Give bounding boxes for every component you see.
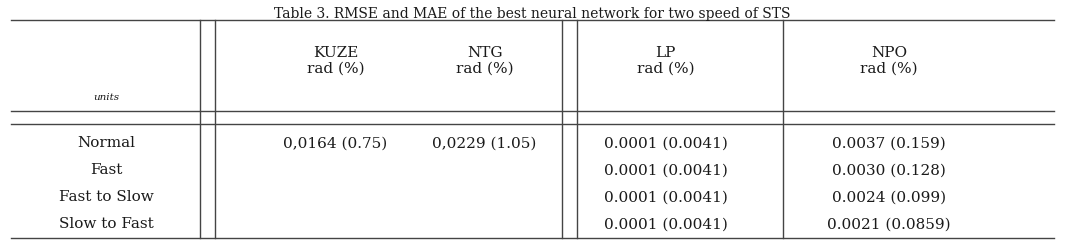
Text: 0.0001 (0.0041): 0.0001 (0.0041) <box>604 163 727 177</box>
Text: LP
rad (%): LP rad (%) <box>637 46 694 76</box>
Text: 0.0037 (0.159): 0.0037 (0.159) <box>833 136 946 150</box>
Text: 0.0001 (0.0041): 0.0001 (0.0041) <box>604 136 727 150</box>
Text: Fast to Slow: Fast to Slow <box>60 190 153 204</box>
Text: NPO
rad (%): NPO rad (%) <box>861 46 918 76</box>
Text: 0,0229 (1.05): 0,0229 (1.05) <box>432 136 537 150</box>
Text: Normal: Normal <box>78 136 135 150</box>
Text: units: units <box>94 93 119 102</box>
Text: 0.0021 (0.0859): 0.0021 (0.0859) <box>828 217 951 231</box>
Text: Table 3. RMSE and MAE of the best neural network for two speed of STS: Table 3. RMSE and MAE of the best neural… <box>275 7 790 21</box>
Text: 0.0030 (0.128): 0.0030 (0.128) <box>833 163 946 177</box>
Text: 0.0001 (0.0041): 0.0001 (0.0041) <box>604 217 727 231</box>
Text: 0,0164 (0.75): 0,0164 (0.75) <box>283 136 388 150</box>
Text: 0.0024 (0.099): 0.0024 (0.099) <box>832 190 947 204</box>
Text: Slow to Fast: Slow to Fast <box>60 217 153 231</box>
Text: NTG
rad (%): NTG rad (%) <box>456 46 513 76</box>
Text: 0.0001 (0.0041): 0.0001 (0.0041) <box>604 190 727 204</box>
Text: KUZE
rad (%): KUZE rad (%) <box>307 46 364 76</box>
Text: Fast: Fast <box>91 163 122 177</box>
